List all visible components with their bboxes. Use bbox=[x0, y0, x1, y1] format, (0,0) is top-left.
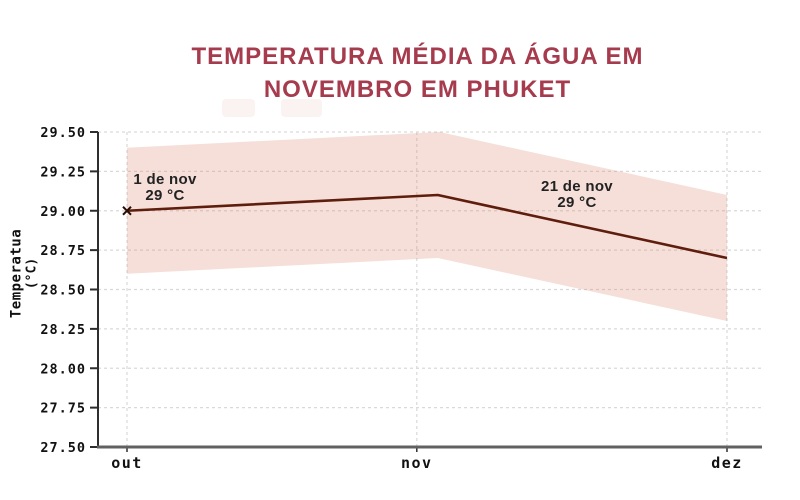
y-tick-label: 27.75 bbox=[40, 401, 86, 417]
y-tick-label: 28.75 bbox=[40, 243, 86, 259]
annotation-21-nov-date: 21 de nov bbox=[541, 178, 613, 195]
y-tick-label: 29.00 bbox=[40, 204, 86, 220]
watermark-smudge-right bbox=[281, 99, 322, 117]
y-tick-label: 27.50 bbox=[40, 440, 86, 456]
chart-title: TEMPERATURA MÉDIA DA ÁGUA EM NOVEMBRO EM… bbox=[35, 40, 800, 106]
start-point-x-marker bbox=[122, 206, 132, 216]
annotation-21-nov: 21 de nov 29 °C bbox=[532, 179, 622, 211]
y-tick-label: 28.50 bbox=[40, 283, 86, 299]
annotation-1-nov-date: 1 de nov bbox=[133, 171, 197, 188]
chart-title-line2: NOVEMBRO EM PHUKET bbox=[263, 76, 572, 103]
y-tick-label: 29.25 bbox=[40, 164, 86, 180]
chart-title-line1: TEMPERATURA MÉDIA DA ÁGUA EM bbox=[191, 43, 644, 70]
y-tick-label: 29.50 bbox=[40, 125, 86, 141]
annotation-1-nov: 1 de nov 29 °C bbox=[120, 172, 210, 204]
mean-temperature-line bbox=[126, 193, 728, 260]
y-tick-label: 28.00 bbox=[40, 361, 86, 377]
annotation-21-nov-temp: 29 °C bbox=[557, 194, 597, 211]
annotation-1-nov-temp: 29 °C bbox=[145, 187, 185, 204]
x-tick-label: nov bbox=[401, 454, 433, 472]
x-tick-label: out bbox=[111, 454, 143, 472]
watermark-smudge-left bbox=[222, 99, 255, 117]
temperature-band bbox=[127, 132, 727, 321]
x-tick-label: dez bbox=[711, 454, 743, 472]
y-tick-label: 28.25 bbox=[40, 322, 86, 338]
